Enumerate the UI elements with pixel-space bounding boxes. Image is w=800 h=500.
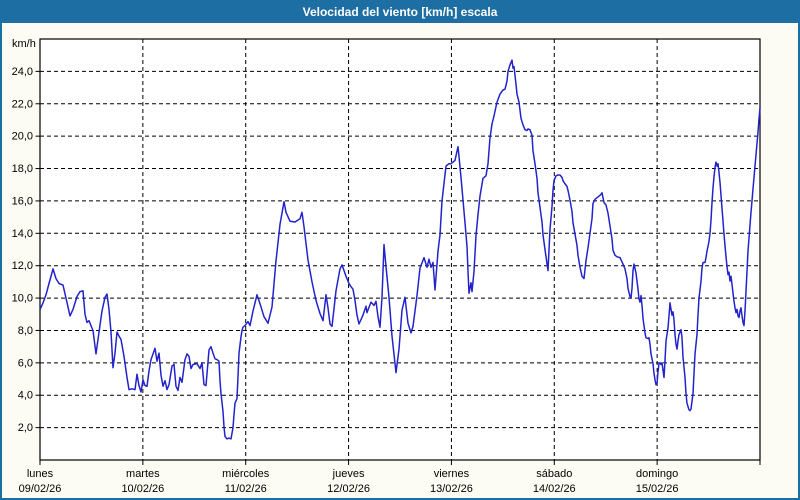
day-name-label: viernes <box>434 468 470 480</box>
window-title: Velocidad del viento [km/h] escala <box>302 5 498 19</box>
plot-area <box>39 38 761 461</box>
day-name-label: sábado <box>536 468 572 480</box>
y-tick-label: 18,0 <box>12 163 33 175</box>
y-tick-label: 10,0 <box>12 293 33 305</box>
y-tick-label: 20,0 <box>12 131 33 143</box>
chart-container: km/h 24,0 22,0 20,0 18,0 16,0 14,0 12,0 10,0 8,0… <box>2 23 798 498</box>
day-name-label: jueves <box>332 468 365 480</box>
y-tick-label: 12,0 <box>12 260 33 272</box>
day-date-label: 15/02/26 <box>636 483 679 495</box>
y-tick-label: 14,0 <box>12 228 33 240</box>
day-date-label: 11/02/26 <box>225 483 267 495</box>
y-tick-label: 24,0 <box>12 66 33 78</box>
day-date-label: 09/02/26 <box>19 483 62 495</box>
day-name-label: martes <box>126 468 160 480</box>
y-tick-label: 6,0 <box>18 357 33 369</box>
wind-speed-line <box>39 59 761 440</box>
y-axis-unit-label: km/h <box>12 38 36 50</box>
day-date-label: 12/02/26 <box>327 483 370 495</box>
y-tick-label: 8,0 <box>18 325 33 337</box>
day-name-label: lunes <box>27 468 54 480</box>
y-tick-label: 2,0 <box>18 422 33 434</box>
y-tick-label: 4,0 <box>18 390 33 402</box>
day-date-label: 13/02/26 <box>430 483 473 495</box>
title-bar: Velocidad del viento [km/h] escala <box>2 2 798 23</box>
day-date-label: 10/02/26 <box>121 483 164 495</box>
day-name-label: miércoles <box>222 468 270 480</box>
day-name-label: domingo <box>636 468 678 480</box>
wind-speed-line-chart: 24,0 22,0 20,0 18,0 16,0 14,0 12,0 10,0 8,0 6,0 4,… <box>12 38 761 495</box>
day-date-label: 14/02/26 <box>533 483 576 495</box>
y-tick-label: 22,0 <box>12 98 33 110</box>
y-tick-label: 16,0 <box>12 195 33 207</box>
